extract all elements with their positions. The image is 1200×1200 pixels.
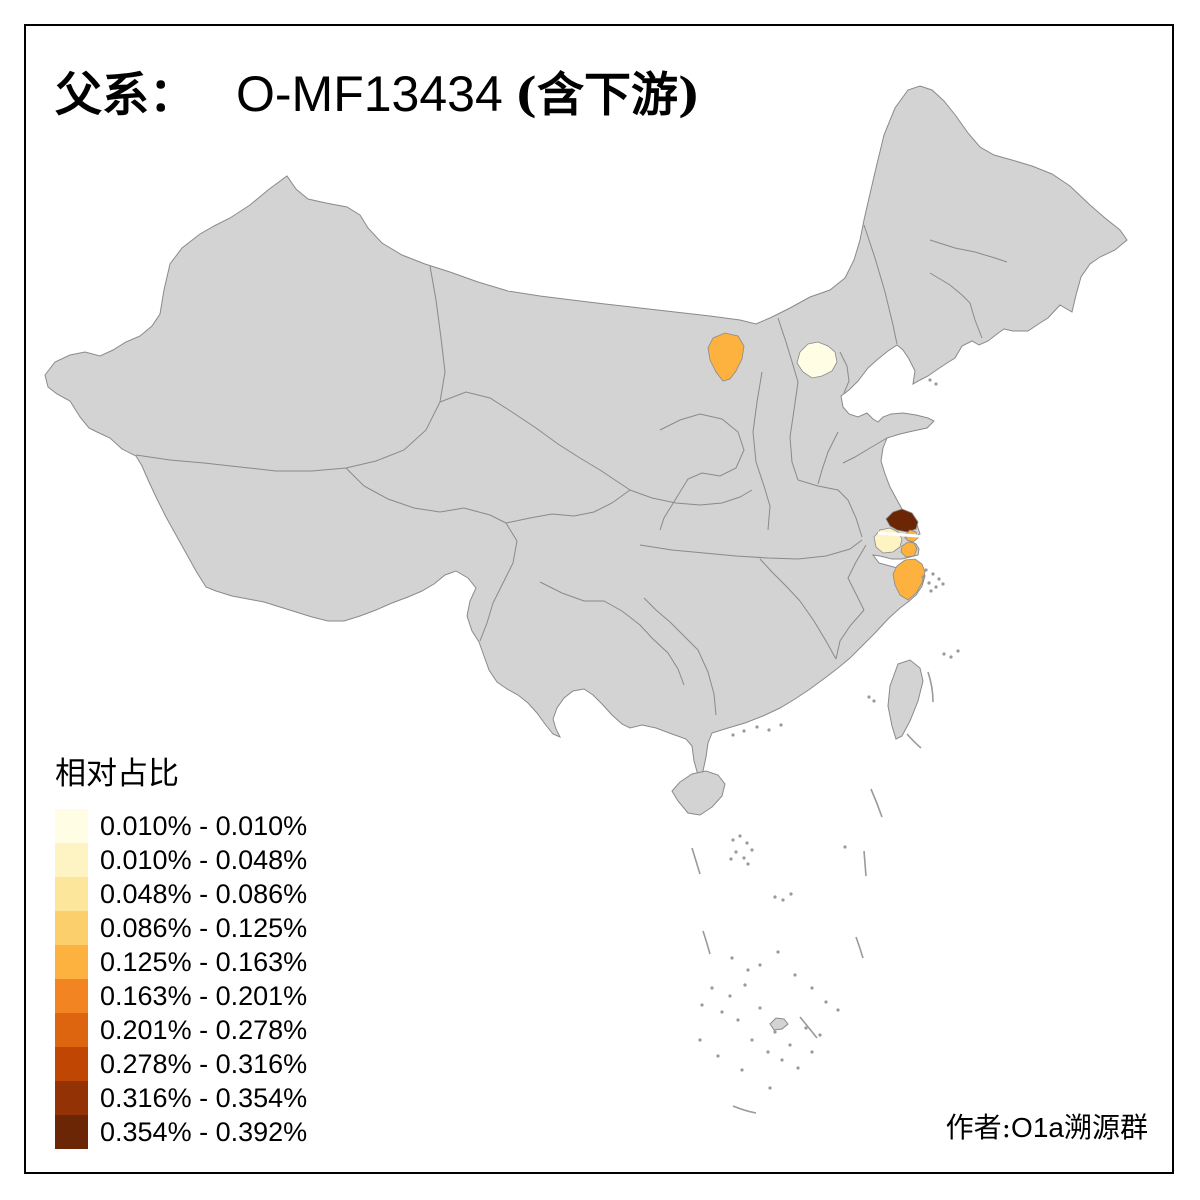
legend-item: 0.048% - 0.086% bbox=[55, 877, 307, 911]
legend-swatch bbox=[55, 945, 88, 979]
legend-item: 0.163% - 0.201% bbox=[55, 979, 307, 1013]
legend-swatch bbox=[55, 1047, 88, 1081]
legend-item-label: 0.163% - 0.201% bbox=[100, 981, 308, 1011]
attribution-group-latin: O1a bbox=[1011, 1112, 1064, 1143]
legend-swatch bbox=[55, 1115, 88, 1149]
attribution: 作者:O1a溯源群 bbox=[946, 1106, 1148, 1146]
title-haplogroup-code: O-MF13434 bbox=[236, 66, 503, 122]
china-mainland bbox=[44, 85, 1128, 776]
legend-swatch bbox=[55, 911, 88, 945]
legend-item: 0.010% - 0.010% bbox=[55, 809, 307, 843]
legend-item-label: 0.354% - 0.392% bbox=[100, 1117, 308, 1147]
legend-swatch bbox=[55, 843, 88, 877]
legend-item-label: 0.010% - 0.048% bbox=[100, 845, 308, 875]
legend-item-label: 0.010% - 0.010% bbox=[100, 811, 308, 841]
nine-dash-line bbox=[691, 671, 934, 1114]
plot-title: 父系： O-MF13434 (含下游) bbox=[55, 56, 700, 125]
legend-swatch bbox=[55, 809, 88, 843]
island-dots bbox=[698, 378, 960, 1090]
legend-item-label: 0.201% - 0.278% bbox=[100, 1015, 308, 1045]
region-baotou bbox=[707, 332, 745, 382]
legend-swatch bbox=[55, 979, 88, 1013]
attribution-prefix: 作者: bbox=[945, 1111, 1012, 1144]
legend-item: 0.316% - 0.354% bbox=[55, 1081, 307, 1115]
legend-item-label: 0.086% - 0.125% bbox=[100, 913, 308, 943]
legend: 相对占比 0.010% - 0.010% 0.010% - 0.048% 0.048… bbox=[55, 748, 307, 1149]
legend-item: 0.010% - 0.048% bbox=[55, 843, 307, 877]
legend-title: 相对占比 bbox=[55, 756, 179, 792]
spratly-island-large bbox=[769, 1017, 789, 1031]
legend-item: 0.125% - 0.163% bbox=[55, 945, 307, 979]
title-cjk-suffix: (含下游) bbox=[514, 68, 701, 123]
legend-rows: 0.010% - 0.010% 0.010% - 0.048% 0.048% - 0… bbox=[55, 809, 307, 1149]
region-ningbo bbox=[892, 558, 926, 601]
hainan-island bbox=[671, 770, 726, 816]
legend-item-label: 0.316% - 0.354% bbox=[100, 1083, 308, 1113]
region-nantong bbox=[885, 508, 919, 533]
legend-swatch bbox=[55, 1081, 88, 1115]
legend-item-label: 0.048% - 0.086% bbox=[100, 879, 308, 909]
province-borders bbox=[135, 224, 1008, 716]
legend-item: 0.201% - 0.278% bbox=[55, 1013, 307, 1047]
attribution-group-cjk: 溯源群 bbox=[1063, 1111, 1148, 1144]
legend-item: 0.086% - 0.125% bbox=[55, 911, 307, 945]
yangtze-mouth bbox=[877, 531, 919, 538]
taiwan-island bbox=[887, 659, 924, 740]
plot-border bbox=[24, 24, 1174, 1174]
legend-swatch bbox=[55, 877, 88, 911]
legend-item: 0.354% - 0.392% bbox=[55, 1115, 307, 1149]
legend-item-label: 0.125% - 0.163% bbox=[100, 947, 308, 977]
legend-item-label: 0.278% - 0.316% bbox=[100, 1049, 308, 1079]
title-cjk-label: 父系： bbox=[55, 68, 196, 123]
highlighted-regions bbox=[707, 332, 926, 601]
region-beijing bbox=[796, 341, 838, 379]
legend-swatch bbox=[55, 1013, 88, 1047]
legend-item: 0.278% - 0.316% bbox=[55, 1047, 307, 1081]
region-shanghai-south bbox=[900, 541, 918, 558]
